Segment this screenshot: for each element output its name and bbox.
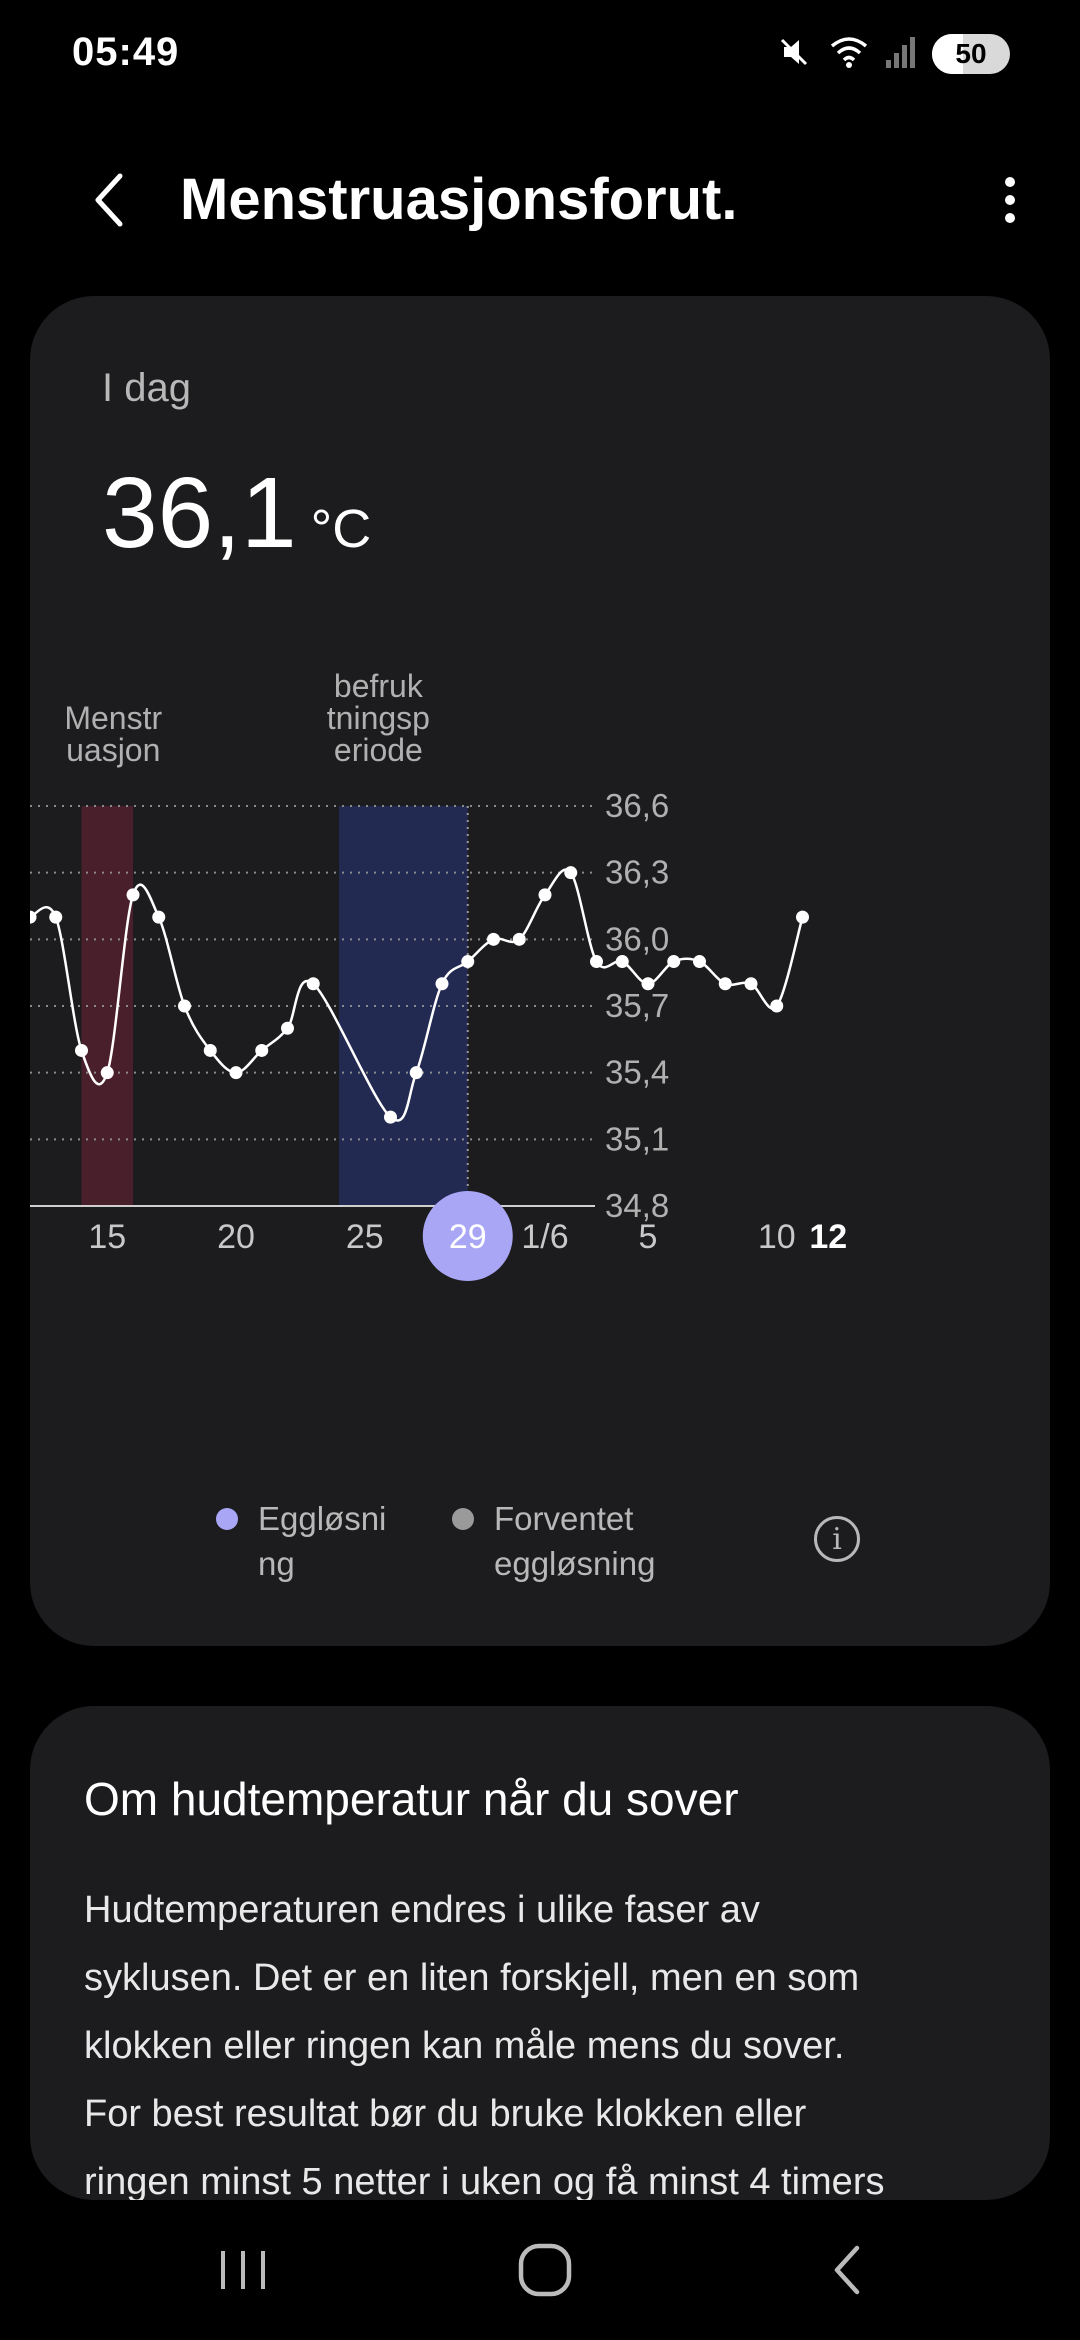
temperature-point <box>590 955 603 969</box>
temperature-point <box>564 866 578 880</box>
temperature-unit: °C <box>310 499 372 559</box>
status-time: 05:49 <box>72 30 180 74</box>
about-title: Om hudtemperatur når du sover <box>84 1773 739 1825</box>
temperature-point <box>538 888 552 902</box>
info-icon[interactable]: i <box>814 1516 860 1562</box>
temperature-point <box>744 977 758 991</box>
phase-band-menstruation <box>81 806 133 1206</box>
temperature-point <box>203 1043 217 1057</box>
about-line: Hudtemperaturen endres i ulike faser av <box>84 1889 760 1931</box>
y-tick-label: 35,7 <box>605 987 669 1024</box>
menstruation-label: Menstr <box>64 700 162 736</box>
menstruation-label: uasjon <box>66 732 160 768</box>
temperature-point <box>178 999 191 1013</box>
temperature-point <box>75 1043 88 1057</box>
home-button[interactable] <box>485 2230 605 2310</box>
about-line: klokken eller ringen kan måle mens du so… <box>84 2025 845 2067</box>
temperature-point <box>281 1021 294 1035</box>
about-body: Hudtemperaturen endres i ulike faser av … <box>84 1876 1024 2200</box>
page-title: Menstruasjonsforut. <box>180 167 738 232</box>
legend-ovulation-line1: Eggløsni <box>258 1500 387 1537</box>
today-temperature: 36,1 °C <box>102 456 371 571</box>
x-tick-label: 5 <box>639 1218 658 1256</box>
legend-expected-line2: eggløsning <box>494 1545 656 1582</box>
home-icon <box>518 2243 572 2297</box>
back-button[interactable] <box>70 160 150 240</box>
back-icon <box>834 2245 860 2295</box>
status-bar: 05:49 50 <box>0 0 1080 110</box>
y-tick-label: 36,3 <box>605 854 669 891</box>
recent-apps-icon <box>221 2251 265 2289</box>
x-tick-label: 29 <box>449 1218 487 1256</box>
app-bar: Menstruasjonsforut. <box>0 140 1080 270</box>
about-line: For best resultat bør du bruke klokken e… <box>84 2093 807 2135</box>
temperature-point <box>796 910 809 924</box>
temperature-point <box>487 932 500 946</box>
temperature-point <box>693 955 706 969</box>
mute-icon <box>774 32 814 77</box>
temperature-point <box>512 932 526 946</box>
today-label: I dag <box>102 366 191 410</box>
x-tick-label: 12 <box>809 1218 847 1256</box>
temperature-point <box>615 955 629 969</box>
temperature-point <box>770 999 784 1013</box>
about-line: syklusen. Det er en liten forskjell, men… <box>84 1957 860 1999</box>
y-tick-label: 36,6 <box>605 787 669 824</box>
temperature-point <box>435 977 449 991</box>
wifi-icon <box>828 32 870 77</box>
fertile-window-label: befruk <box>334 668 424 704</box>
temperature-point <box>384 1110 397 1124</box>
expected-ovulation-dot <box>452 1508 474 1530</box>
y-tick-label: 35,1 <box>605 1120 669 1157</box>
y-tick-label: 35,4 <box>605 1054 669 1091</box>
temperature-value: 36,1 <box>102 457 297 569</box>
status-icons: 50 <box>774 30 1010 78</box>
temperature-card: I dag 36,1 °C Menstr uasjon befruk tningsp er… <box>30 296 1050 1646</box>
legend-ovulation-line2: ng <box>258 1545 295 1582</box>
temperature-point <box>152 910 166 924</box>
recent-apps-button[interactable] <box>183 2230 303 2310</box>
x-tick-label: 1/6 <box>521 1218 568 1256</box>
temperature-point <box>229 1066 243 1080</box>
temperature-point <box>255 1043 269 1057</box>
selected-day-marker <box>422 1191 513 1281</box>
temperature-point <box>641 977 655 991</box>
temperature-point <box>100 1066 114 1080</box>
temperature-point <box>306 977 320 991</box>
y-tick-label: 36,0 <box>605 920 669 957</box>
ovulation-dot <box>216 1508 238 1530</box>
x-tick-label: 15 <box>88 1218 126 1256</box>
temperature-point <box>126 888 140 902</box>
more-vertical-icon <box>1005 177 1015 223</box>
legend-expected-line1: Forventet <box>494 1500 634 1537</box>
more-options-button[interactable] <box>970 160 1050 240</box>
legend-ovulation: Eggløsni ng <box>216 1496 386 1586</box>
temperature-point <box>409 1066 423 1080</box>
fertile-window-label: tningsp <box>327 700 430 736</box>
fertile-window-label: eriode <box>334 732 423 768</box>
about-line: ringen minst 5 netter i uken og få minst… <box>84 2161 885 2200</box>
battery-level: 50 <box>955 38 987 69</box>
chart-legend: Eggløsni ng Forventet eggløsning i <box>30 1496 1050 1606</box>
temperature-point <box>461 955 475 969</box>
temperature-point <box>718 977 732 991</box>
temperature-point <box>667 955 681 969</box>
temperature-point <box>49 910 63 924</box>
chevron-left-icon <box>95 173 123 227</box>
signal-icon <box>884 32 918 77</box>
y-tick-label: 34,8 <box>605 1187 669 1224</box>
nav-back-button[interactable] <box>787 2230 907 2310</box>
legend-expected-ovulation: Forventet eggløsning <box>452 1496 655 1586</box>
battery-indicator: 50 <box>932 34 1010 74</box>
x-tick-label: 10 <box>758 1218 796 1256</box>
x-tick-label: 20 <box>217 1218 255 1256</box>
temperature-point <box>30 910 37 924</box>
about-card: Om hudtemperatur når du sover Hudtempera… <box>30 1706 1050 2200</box>
navigation-bar <box>0 2200 1080 2340</box>
x-tick-label: 25 <box>346 1218 384 1256</box>
